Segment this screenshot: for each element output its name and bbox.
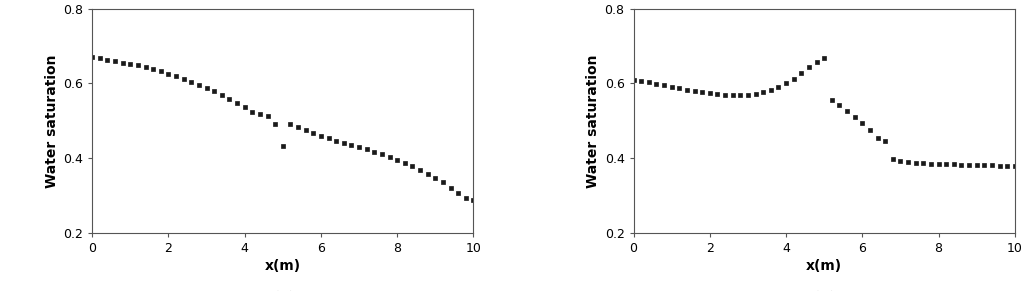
Y-axis label: Water saturation: Water saturation (45, 54, 59, 187)
X-axis label: x(m): x(m) (806, 259, 843, 273)
Y-axis label: Water saturation: Water saturation (586, 54, 601, 187)
X-axis label: x(m): x(m) (264, 259, 301, 273)
